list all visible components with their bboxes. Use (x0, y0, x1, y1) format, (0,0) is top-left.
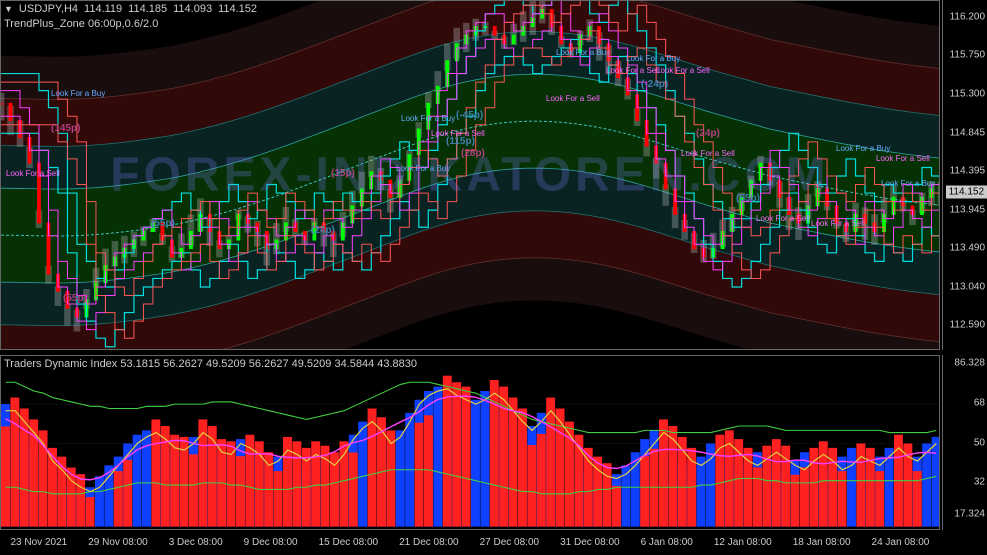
svg-text:(24p): (24p) (696, 128, 720, 139)
svg-text:Look For a Sell: Look For a Sell (656, 66, 710, 75)
svg-text:Look For a Buy: Look For a Buy (401, 114, 455, 123)
time-label: 31 Dec 08:00 (560, 537, 620, 548)
time-label: 15 Dec 08:00 (319, 537, 379, 548)
symbol-title: ▼ USDJPY,H4 114.119 114.185 114.093 114.… (4, 3, 257, 15)
svg-text:Look For a Buy: Look For a Buy (556, 48, 610, 57)
svg-text:(145p): (145p) (51, 123, 80, 134)
watermark-text: FOREX-INDIKATOREN.COM (110, 148, 830, 203)
time-axis: 23 Nov 2021 29 Nov 08:00 3 Dec 08:00 9 Dec … (0, 532, 940, 552)
svg-text:(55p): (55p) (63, 293, 87, 304)
main-price-chart[interactable]: ▼ USDJPY,H4 114.119 114.185 114.093 114.… (0, 0, 940, 350)
symbol-label: USDJPY,H4 (19, 3, 78, 15)
y-axis-sub: 86.328 68 50 32 17.324 (942, 355, 987, 530)
y-label: 112.590 (950, 320, 985, 331)
y-label: 115.750 (950, 50, 985, 61)
chart-container: ▼ USDJPY,H4 114.119 114.185 114.093 114.… (0, 0, 940, 555)
sub-tdi-chart[interactable]: Traders Dynamic Index 53.1815 56.2627 49… (0, 355, 940, 530)
tdi-label: Traders Dynamic Index 53.1815 56.2627 49… (4, 358, 417, 370)
svg-text:Look For a Buy: Look For a Buy (881, 179, 935, 188)
svg-text:Look For a Sell: Look For a Sell (546, 94, 600, 103)
y-label: 113.490 (950, 243, 985, 254)
y-axis-main: 116.200 115.750 115.300 114.845 114.395 113.9… (942, 0, 987, 350)
svg-text:Look For a Buy: Look For a Buy (51, 89, 105, 98)
y-label: 114.845 (950, 127, 985, 138)
svg-text:(55p): (55p) (151, 218, 175, 229)
y-label-sub: 17.324 (954, 508, 985, 519)
svg-text:Look For a Sell: Look For a Sell (876, 154, 930, 163)
svg-text:(-45p): (-45p) (456, 110, 483, 121)
time-label: 21 Dec 08:00 (399, 537, 459, 548)
y-label-sub: 32 (974, 476, 985, 487)
ohlc-0: 114.119 (84, 3, 122, 15)
y-label: 113.945 (950, 204, 985, 215)
svg-text:Look For a Buy: Look For a Buy (626, 54, 680, 63)
y-label-sub: 50 (974, 437, 985, 448)
y-label: 116.200 (950, 12, 985, 23)
time-label: 29 Nov 08:00 (88, 537, 148, 548)
svg-text:(115p): (115p) (446, 136, 475, 147)
time-label: 3 Dec 08:00 (169, 537, 223, 548)
svg-text:Look For a Sell: Look For a Sell (811, 219, 865, 228)
time-label: 27 Dec 08:00 (480, 537, 540, 548)
time-label: 24 Jan 08:00 (872, 537, 930, 548)
svg-text:Look For a Sell: Look For a Sell (606, 66, 660, 75)
ohlc-1: 114.185 (128, 3, 167, 15)
svg-text:(-24p): (-24p) (641, 79, 668, 90)
svg-text:Look For a Sell: Look For a Sell (6, 169, 60, 178)
svg-text:Look For a Sell: Look For a Sell (756, 214, 810, 223)
y-label-sub: 86.328 (954, 358, 985, 369)
time-label: 6 Jan 08:00 (641, 537, 693, 548)
y-label: 114.395 (950, 166, 985, 177)
svg-text:(24p): (24p) (311, 225, 335, 236)
time-label: 12 Jan 08:00 (714, 537, 772, 548)
y-label: 113.040 (950, 281, 985, 292)
time-label: 18 Jan 08:00 (793, 537, 851, 548)
time-label: 23 Nov 2021 (11, 537, 68, 548)
y-label-sub: 68 (974, 398, 985, 409)
current-price-marker: 114.152 (946, 185, 987, 198)
ohlc-2: 114.093 (173, 3, 212, 15)
y-label: 115.300 (950, 88, 985, 99)
ohlc-3: 114.152 (218, 3, 257, 15)
svg-text:Look For a Buy: Look For a Buy (836, 144, 890, 153)
sub-chart-svg (1, 356, 940, 530)
collapse-icon[interactable]: ▼ (4, 4, 13, 14)
indicator-label: TrendPlus_Zone 06:00p,0.6/2.0 (4, 18, 158, 30)
time-label: 9 Dec 08:00 (244, 537, 298, 548)
